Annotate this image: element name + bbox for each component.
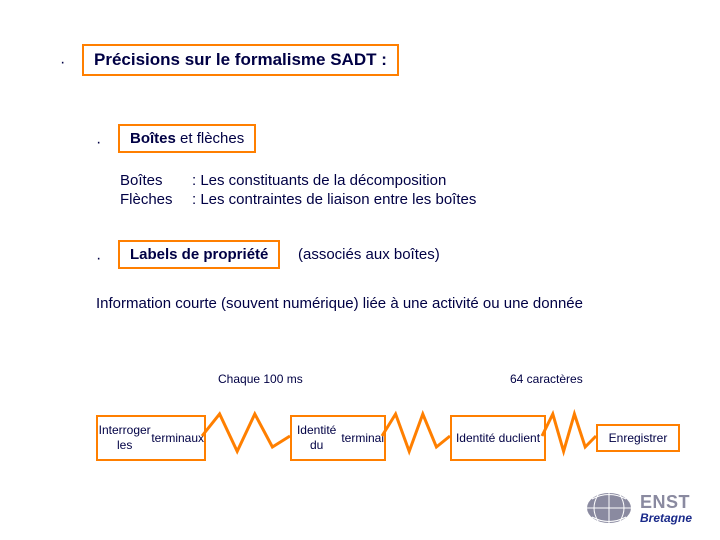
diagram-box-2: Identité duclient xyxy=(450,415,546,461)
def-row-1: Flèches : Les contraintes de liaison ent… xyxy=(120,191,476,208)
title-box: Précisions sur le formalisme SADT : xyxy=(82,44,399,76)
def-row-0: Boîtes : Les constituants de la décompos… xyxy=(120,172,476,189)
def-def-1: : Les contraintes de liaison entre les b… xyxy=(192,191,476,208)
section2-box: Labels de propriété xyxy=(118,240,280,269)
section2-label: Labels de propriété xyxy=(130,246,268,263)
logo: ENST Bretagne xyxy=(584,490,692,526)
bullet-level1: · xyxy=(60,54,65,72)
def-term-1: Flèches xyxy=(120,191,192,208)
section2-paren: (associés aux boîtes) xyxy=(298,246,440,263)
title-text: Précisions sur le formalisme SADT : xyxy=(94,50,387,69)
section1-label-bold: Boîtes xyxy=(130,130,176,147)
logo-top: ENST xyxy=(640,492,692,513)
bullet-section1: · xyxy=(96,134,101,152)
definitions: Boîtes : Les constituants de la décompos… xyxy=(120,172,476,210)
section1-box: Boîtes et flèches xyxy=(118,124,256,153)
def-def-0: : Les constituants de la décomposition xyxy=(192,172,446,189)
def-term-0: Boîtes xyxy=(120,172,192,189)
diagram-box-1: Identité duterminal xyxy=(290,415,386,461)
diagram-top-left-label: Chaque 100 ms xyxy=(218,372,303,386)
globe-icon xyxy=(584,490,634,526)
diagram-top-right-label: 64 caractères xyxy=(510,372,583,386)
logo-bottom: Bretagne xyxy=(640,511,692,525)
diagram-box-0: Interroger lesterminaux xyxy=(96,415,206,461)
section1-label-rest: et flèches xyxy=(176,130,244,147)
bullet-section2: · xyxy=(96,250,101,268)
section2-desc: Information courte (souvent numérique) l… xyxy=(96,294,636,314)
diagram-box-3: Enregistrer xyxy=(596,424,680,452)
